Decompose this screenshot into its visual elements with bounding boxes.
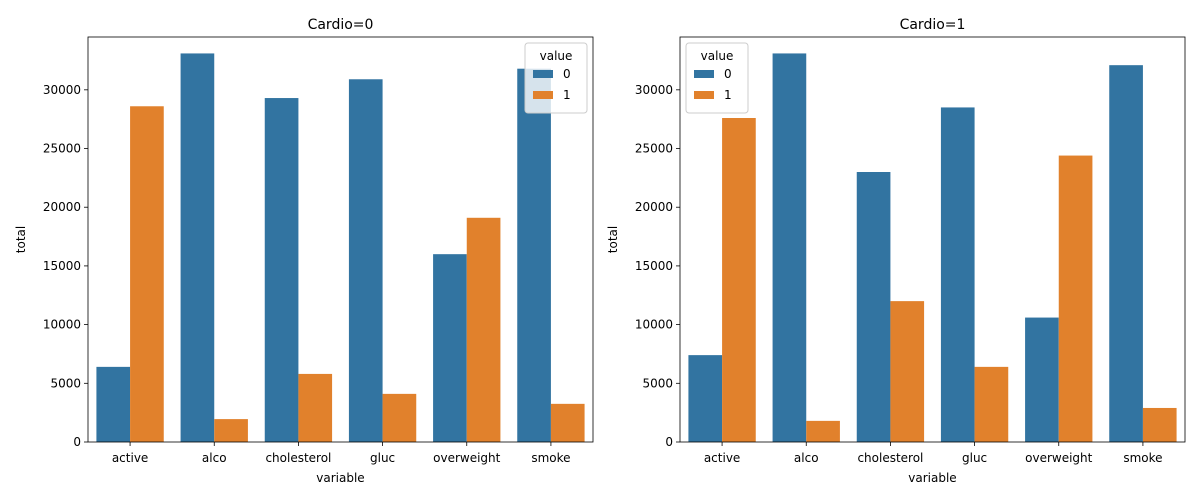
x-tick-label: active: [704, 451, 740, 465]
plot-frame: [87, 36, 594, 443]
bar-0-active: [96, 366, 131, 442]
legend-swatch-1: [694, 91, 714, 99]
bar-0-active: [688, 355, 723, 442]
bar-1-alco: [214, 419, 248, 442]
y-tick-label: 30000: [43, 83, 81, 97]
legend: value 0 1: [524, 42, 588, 114]
bar-1-active: [130, 106, 164, 443]
bar-0-gluc: [940, 107, 975, 442]
y-tick-label: 30000: [635, 83, 673, 97]
chart-panel-1: Cardio=1 0 5000 10000 15000 20000 25000 30000 ac…: [606, 17, 1186, 485]
bar-0-cholesterol: [856, 172, 891, 442]
x-tick-label: cholesterol: [265, 451, 331, 465]
y-tick-label: 5000: [642, 376, 673, 390]
x-tick-label: overweight: [433, 451, 501, 465]
bar-1-alco: [806, 420, 840, 442]
legend-swatch-0: [533, 70, 553, 78]
x-tick-label: smoke: [1123, 451, 1162, 465]
legend-swatch-1: [533, 91, 553, 99]
y-tick-label: 25000: [43, 142, 81, 156]
y-tick-label: 0: [665, 435, 673, 449]
x-tick-label: active: [112, 451, 148, 465]
y-tick-label: 25000: [635, 142, 673, 156]
chart-title: Cardio=1: [900, 17, 966, 33]
bar-0-alco: [772, 53, 807, 442]
legend-label-1: 1: [724, 88, 732, 102]
y-axis-label: total: [606, 226, 620, 253]
bar-1-active: [722, 118, 756, 442]
x-axis-label: variable: [316, 471, 364, 485]
bar-0-smoke: [517, 68, 551, 443]
legend-swatch-0: [694, 70, 714, 78]
chart-title: Cardio=0: [308, 17, 374, 33]
y-tick-label: 10000: [635, 318, 673, 332]
x-tick-label: overweight: [1025, 451, 1093, 465]
bar-0-gluc: [348, 79, 383, 443]
x-tick-label: gluc: [962, 451, 987, 465]
bar-0-overweight: [1025, 317, 1059, 442]
legend-title: value: [701, 49, 734, 63]
y-tick-label: 10000: [43, 318, 81, 332]
legend-label-1: 1: [563, 88, 571, 102]
legend-label-0: 0: [563, 67, 571, 81]
x-tick-label: gluc: [370, 451, 395, 465]
plot-frame: [679, 36, 1186, 443]
bar-1-smoke: [1142, 407, 1177, 442]
bar-1-gluc: [974, 366, 1009, 442]
legend-label-0: 0: [724, 67, 732, 81]
y-tick-label: 20000: [635, 200, 673, 214]
x-tick-label: smoke: [531, 451, 570, 465]
legend-title: value: [540, 49, 573, 63]
y-tick-label: 15000: [43, 259, 81, 273]
y-axis-label: total: [14, 226, 28, 253]
x-tick-label: cholesterol: [857, 451, 923, 465]
chart-panel-0: Cardio=0 0 5000 10000 15000 20000 25000 30000 ac…: [14, 17, 594, 485]
bar-1-overweight: [466, 217, 501, 442]
bar-1-overweight: [1058, 155, 1093, 442]
bar-0-overweight: [433, 254, 467, 442]
y-tick-label: 5000: [50, 376, 81, 390]
y-tick-label: 15000: [635, 259, 673, 273]
y-tick-label: 0: [73, 435, 81, 449]
bar-0-smoke: [1109, 65, 1143, 442]
legend: value 0 1: [685, 42, 749, 114]
bar-1-gluc: [382, 393, 417, 442]
x-tick-label: alco: [794, 451, 819, 465]
bar-0-alco: [180, 53, 215, 442]
bar-1-smoke: [550, 403, 585, 442]
x-axis-label: variable: [908, 471, 956, 485]
x-tick-label: alco: [202, 451, 227, 465]
bar-1-cholesterol: [890, 301, 925, 442]
bar-0-cholesterol: [264, 98, 299, 442]
y-tick-label: 20000: [43, 200, 81, 214]
bar-1-cholesterol: [298, 373, 333, 442]
